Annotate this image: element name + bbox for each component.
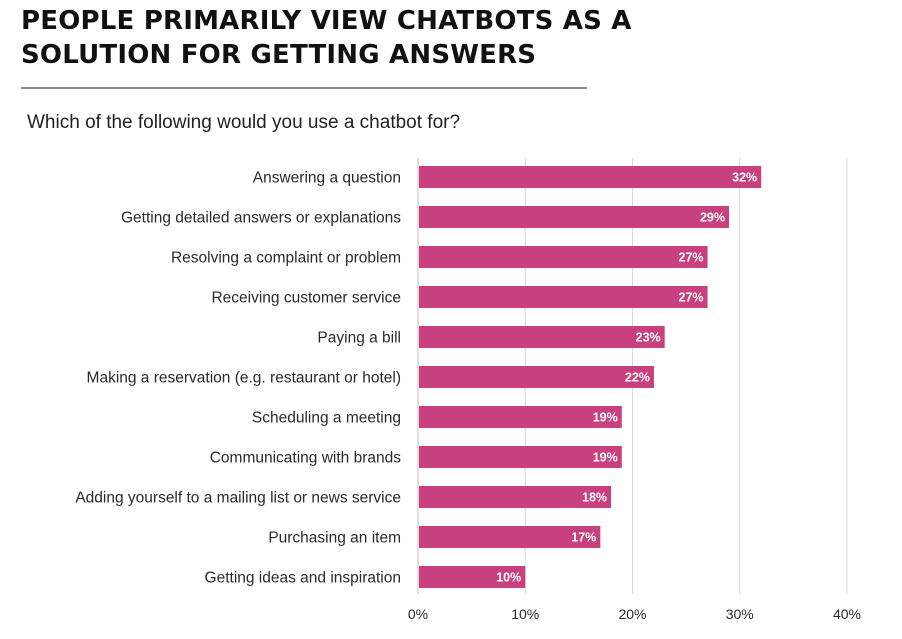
category-label: Communicating with brands: [210, 450, 402, 467]
data-label: 32%: [732, 171, 757, 185]
category-label: Getting detailed answers or explanations: [121, 210, 401, 227]
chart-title-line-1: PEOPLE PRIMARILY VIEW CHATBOTS AS A: [21, 6, 632, 36]
category-label: Making a reservation (e.g. restaurant or…: [87, 370, 401, 387]
chart-title-line-2: SOLUTION FOR GETTING ANSWERS: [21, 40, 537, 70]
category-label: Getting ideas and inspiration: [205, 570, 401, 587]
bar: [419, 246, 708, 268]
bar: [419, 406, 622, 428]
bar: [419, 526, 601, 548]
chart-subtitle: Which of the following would you use a c…: [27, 112, 461, 133]
x-tick-label: 10%: [511, 606, 539, 622]
x-tick-label: 20%: [618, 606, 646, 622]
data-label: 17%: [571, 531, 596, 545]
bar: [419, 166, 762, 188]
x-tick-label: 30%: [726, 606, 754, 622]
data-label: 29%: [700, 211, 725, 225]
data-label: 19%: [593, 411, 618, 425]
data-label: 22%: [625, 371, 650, 385]
chart-title: PEOPLE PRIMARILY VIEW CHATBOTS AS A SOLU…: [21, 4, 721, 72]
category-label: Resolving a complaint or problem: [171, 250, 401, 267]
category-label: Paying a bill: [317, 330, 401, 347]
bar: [419, 206, 730, 228]
bar: [419, 326, 665, 348]
x-tick-label: 0%: [408, 606, 428, 622]
bar: [419, 486, 612, 508]
data-label: 27%: [679, 291, 704, 305]
data-label: 18%: [582, 491, 607, 505]
bar: [419, 286, 708, 308]
data-label: 23%: [636, 331, 661, 345]
bar: [419, 566, 526, 588]
category-label: Receiving customer service: [211, 290, 401, 307]
bar: [419, 446, 622, 468]
title-divider: [21, 87, 587, 89]
category-label: Answering a question: [253, 170, 401, 187]
data-label: 10%: [496, 571, 521, 585]
data-label: 27%: [679, 251, 704, 265]
category-label: Purchasing an item: [268, 530, 401, 547]
bar: [419, 366, 654, 388]
x-tick-label: 40%: [833, 606, 861, 622]
category-label: Scheduling a meeting: [252, 410, 401, 427]
category-label: Adding yourself to a mailing list or new…: [75, 490, 401, 507]
data-label: 19%: [593, 451, 618, 465]
